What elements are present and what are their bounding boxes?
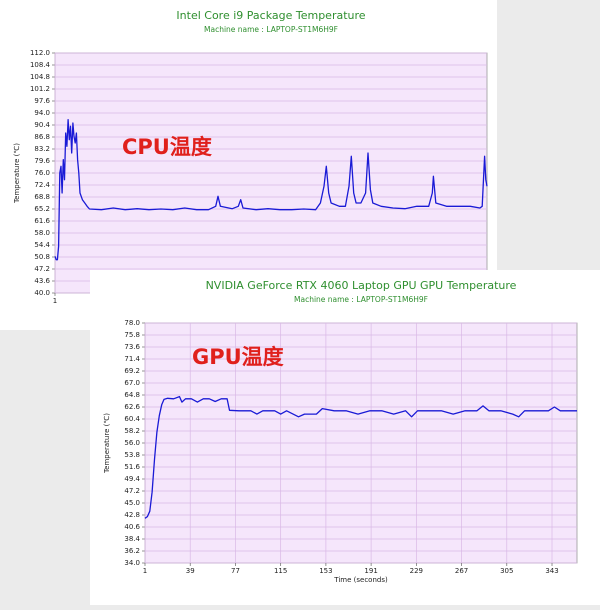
y-tick-label: 58.0 — [34, 229, 50, 237]
y-tick-label: 72.4 — [34, 181, 50, 189]
x-tick-label: 115 — [274, 567, 287, 575]
x-tick-label: 191 — [364, 567, 377, 575]
y-tick-label: 65.2 — [34, 205, 50, 213]
y-tick-label: 69.2 — [124, 367, 140, 375]
chart-subtitle: Machine name : LAPTOP-ST1M6H9F — [294, 295, 428, 304]
chart-subtitle: Machine name : LAPTOP-ST1M6H9F — [204, 25, 338, 34]
y-axis-label: Temperature (℃) — [103, 413, 111, 474]
y-tick-label: 42.8 — [124, 511, 140, 519]
y-tick-label: 97.6 — [34, 97, 50, 105]
y-tick-label: 36.2 — [124, 547, 140, 555]
y-tick-label: 61.6 — [34, 217, 50, 225]
y-tick-label: 47.2 — [34, 265, 50, 273]
x-tick-label: 267 — [455, 567, 468, 575]
y-tick-label: 50.8 — [34, 253, 50, 261]
x-tick-label: 153 — [319, 567, 332, 575]
y-tick-label: 38.4 — [124, 535, 140, 543]
y-tick-label: 112.0 — [30, 49, 50, 57]
y-tick-label: 45.0 — [124, 499, 140, 507]
temperature-line — [144, 395, 577, 519]
y-tick-label: 49.4 — [124, 475, 140, 483]
y-tick-label: 67.0 — [124, 379, 140, 387]
y-tick-label: 47.2 — [124, 487, 140, 495]
y-tick-label: 40.0 — [34, 289, 50, 297]
y-tick-label: 78.0 — [124, 319, 140, 327]
y-tick-label: 83.2 — [34, 145, 50, 153]
x-axis-label: Time (seconds) — [333, 576, 388, 584]
annotation: GPU温度 — [192, 345, 284, 369]
y-tick-label: 90.4 — [34, 121, 50, 129]
x-tick-label: 1 — [53, 297, 57, 305]
y-tick-label: 53.8 — [124, 451, 140, 459]
y-tick-label: 86.8 — [34, 133, 50, 141]
y-tick-label: 79.6 — [34, 157, 50, 165]
y-tick-label: 56.0 — [124, 439, 140, 447]
y-tick-label: 54.4 — [34, 241, 50, 249]
annotation: CPU温度 — [122, 135, 212, 159]
x-tick-label: 1 — [143, 567, 147, 575]
y-tick-label: 73.6 — [124, 343, 140, 351]
y-tick-label: 64.8 — [124, 391, 140, 399]
y-tick-label: 34.0 — [124, 559, 140, 567]
y-tick-label: 71.4 — [124, 355, 140, 363]
x-tick-label: 77 — [231, 567, 240, 575]
x-tick-label: 343 — [545, 567, 558, 575]
chart-title: NVIDIA GeForce RTX 4060 Laptop GPU GPU T… — [206, 279, 517, 292]
y-axis-label: Temperature (℃) — [13, 143, 21, 204]
y-tick-label: 51.6 — [124, 463, 140, 471]
x-tick-label: 305 — [500, 567, 513, 575]
y-tick-label: 40.6 — [124, 523, 140, 531]
temperature-line — [54, 119, 488, 261]
y-tick-label: 60.4 — [124, 415, 140, 423]
x-tick-label: 229 — [410, 567, 423, 575]
y-tick-label: 76.0 — [34, 169, 50, 177]
y-tick-label: 43.6 — [34, 277, 50, 285]
chart-title: Intel Core i9 Package Temperature — [176, 9, 365, 22]
y-tick-label: 101.2 — [30, 85, 50, 93]
y-tick-label: 75.8 — [124, 331, 140, 339]
y-tick-label: 104.8 — [30, 73, 50, 81]
y-tick-label: 68.8 — [34, 193, 50, 201]
y-tick-label: 58.2 — [124, 427, 140, 435]
x-tick-label: 39 — [186, 567, 195, 575]
y-tick-label: 62.6 — [124, 403, 140, 411]
y-tick-label: 108.4 — [30, 61, 51, 69]
y-tick-label: 94.0 — [34, 109, 50, 117]
